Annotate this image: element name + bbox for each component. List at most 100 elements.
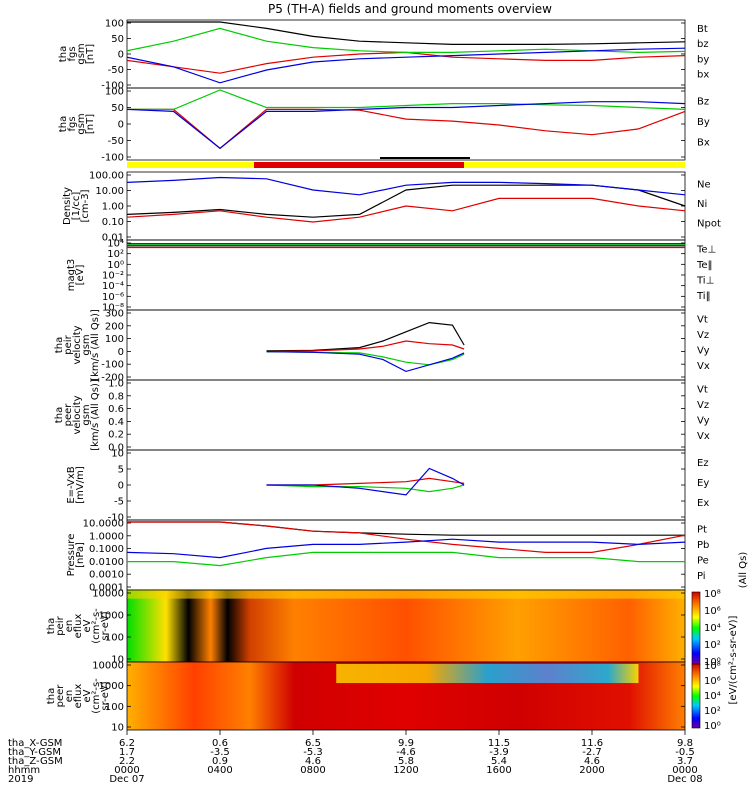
y-label-line: [eV] (75, 265, 86, 286)
y-tick-label: 10 (111, 449, 124, 460)
legend-entry: Pi (697, 571, 706, 582)
y-tick-label: 0.0 (108, 443, 124, 454)
legend-entry: Bt (697, 24, 708, 35)
legend-entry: Vt (697, 384, 708, 395)
x-row-value: 6.2 (119, 738, 135, 749)
x-row-value: 0.9 (212, 756, 228, 767)
series-Npot (126, 176, 686, 196)
y-label-line: magt3 (66, 259, 77, 292)
colorbar-tick-label: 10⁰ (704, 657, 721, 668)
y-label-line: eV (82, 619, 93, 632)
legend-entry: Npot (697, 218, 721, 229)
x-row-value: -3.5 (210, 747, 230, 758)
y-tick-label: 0 (118, 120, 124, 131)
legend-entry: Te‖ (696, 260, 713, 271)
y-tick-label: 0 (118, 50, 124, 61)
x-row-value: 1600 (486, 765, 511, 776)
legend-entry: Ex (697, 498, 709, 509)
y-tick-label: 0.8 (108, 391, 124, 402)
x-row-value: 11.5 (488, 738, 510, 749)
y-tick-label: 1000 (99, 611, 124, 622)
x-row-value: 5.4 (491, 756, 507, 767)
y-tick-label: 50 (111, 34, 124, 45)
y-tick-label: 10.00 (95, 186, 124, 197)
y-label-line: (cm²-s- (91, 608, 102, 644)
colorbar-tick-label: 10⁶ (704, 606, 721, 617)
y-tick-label: 0.0100 (89, 557, 124, 568)
y-tick-label: 100 (105, 334, 124, 345)
series-bz (126, 51, 686, 74)
x-row-value: -2.7 (582, 747, 602, 758)
y-tick-label: 10⁴ (107, 239, 124, 250)
series-Ni (126, 184, 686, 218)
y-tick-label: -10 (108, 513, 124, 524)
legend-entry: by (697, 54, 709, 65)
x-row-value: 0400 (207, 765, 232, 776)
panel-frame-temperature (126, 239, 686, 311)
x-row-value: 1200 (393, 765, 418, 776)
y-tick-label: 10⁻⁸ (102, 303, 124, 314)
series-Bt (127, 21, 686, 46)
y-tick-label: 100 (105, 87, 124, 98)
series-Bz (127, 108, 686, 150)
y-tick-label: 100 (105, 702, 124, 713)
colorbar-tick-label: 10² (704, 706, 721, 717)
y-tick-label: -100 (101, 153, 124, 164)
series-Ey (266, 484, 465, 493)
y-tick-label: 0.0010 (89, 570, 124, 581)
legend-entry: Pt (697, 524, 707, 535)
colorbar-label: [eV/(cm²-s-sr-eV)] (728, 615, 739, 704)
x-row-value: 4.6 (584, 756, 600, 767)
y-label-line: eV (82, 689, 93, 702)
y-tick-label: -5 (114, 497, 124, 508)
panel-peir-spec: 10000 1000 100 10 thapeirenefluxeV(cm²-s-sr-… (46, 589, 686, 666)
series-Pt (127, 521, 685, 536)
colorbar-tick-label: 10⁴ (704, 691, 721, 702)
panel-frame-efield (126, 449, 686, 521)
legend-entry: Te⊥ (696, 244, 716, 255)
y-label-line: [km/s (All Qs)] (90, 309, 101, 381)
y-label-line: tha (58, 116, 69, 132)
legend-entry: Ni (697, 199, 707, 210)
y-label-line: peir (63, 334, 74, 354)
series-Bx (126, 101, 686, 150)
colorbar-tick-label: 10⁸ (704, 661, 721, 672)
x-row-value: -3.9 (489, 747, 509, 758)
panel-peer-spec: 10000 1000 100 10 thapeerenefluxeV(cm²-s-sr-… (46, 661, 686, 734)
series-By (127, 89, 686, 111)
y-tick-label: 50 (111, 103, 124, 114)
figure-title: P5 (TH-A) fields and ground moments over… (268, 2, 552, 16)
y-tick-label: 300 (105, 309, 124, 320)
legend-entry: By (697, 117, 710, 128)
y-label-line: [cm-3] (80, 189, 91, 222)
x-row-value: 0000 (114, 765, 139, 776)
series-Ez (266, 477, 465, 486)
y-label-line: tha (46, 618, 57, 634)
y-tick-label: 10.0000 (83, 519, 124, 530)
y-label-line: Pressure (66, 534, 77, 577)
series-Vz (266, 340, 465, 353)
mode-bar-marks (380, 157, 470, 159)
x-row-value: 3.7 (677, 756, 693, 767)
colorbar-upper (691, 591, 701, 665)
x-row-label: hhmm (8, 765, 40, 776)
y-label-line: eflux (73, 614, 84, 639)
panel-peer-velocity: 1.00.8 0.6 0.4 0.2 0.0 thapeervelocitygsm[km/… (54, 379, 710, 454)
x-date-start: Dec 07 (109, 774, 144, 785)
legend-entry: Ez (697, 458, 709, 469)
legend-entry: Ti‖ (696, 291, 711, 302)
x-row-value: -0.5 (675, 747, 695, 758)
x-row-value: 5.8 (398, 756, 414, 767)
legend-entry: Bz (697, 96, 709, 107)
spectrogram-upper-band (127, 590, 685, 599)
spectrogram-upper-band (336, 664, 639, 684)
y-label-line: [1/cc] (71, 192, 82, 221)
x-row-value: 2.2 (119, 756, 135, 767)
mode-bar-red (254, 162, 464, 168)
x-axis-labels: tha_X-GSM 6.2 0.6 6.5 9.9 11.5 11.6 9.8 tha_Y-GS… (8, 730, 703, 785)
